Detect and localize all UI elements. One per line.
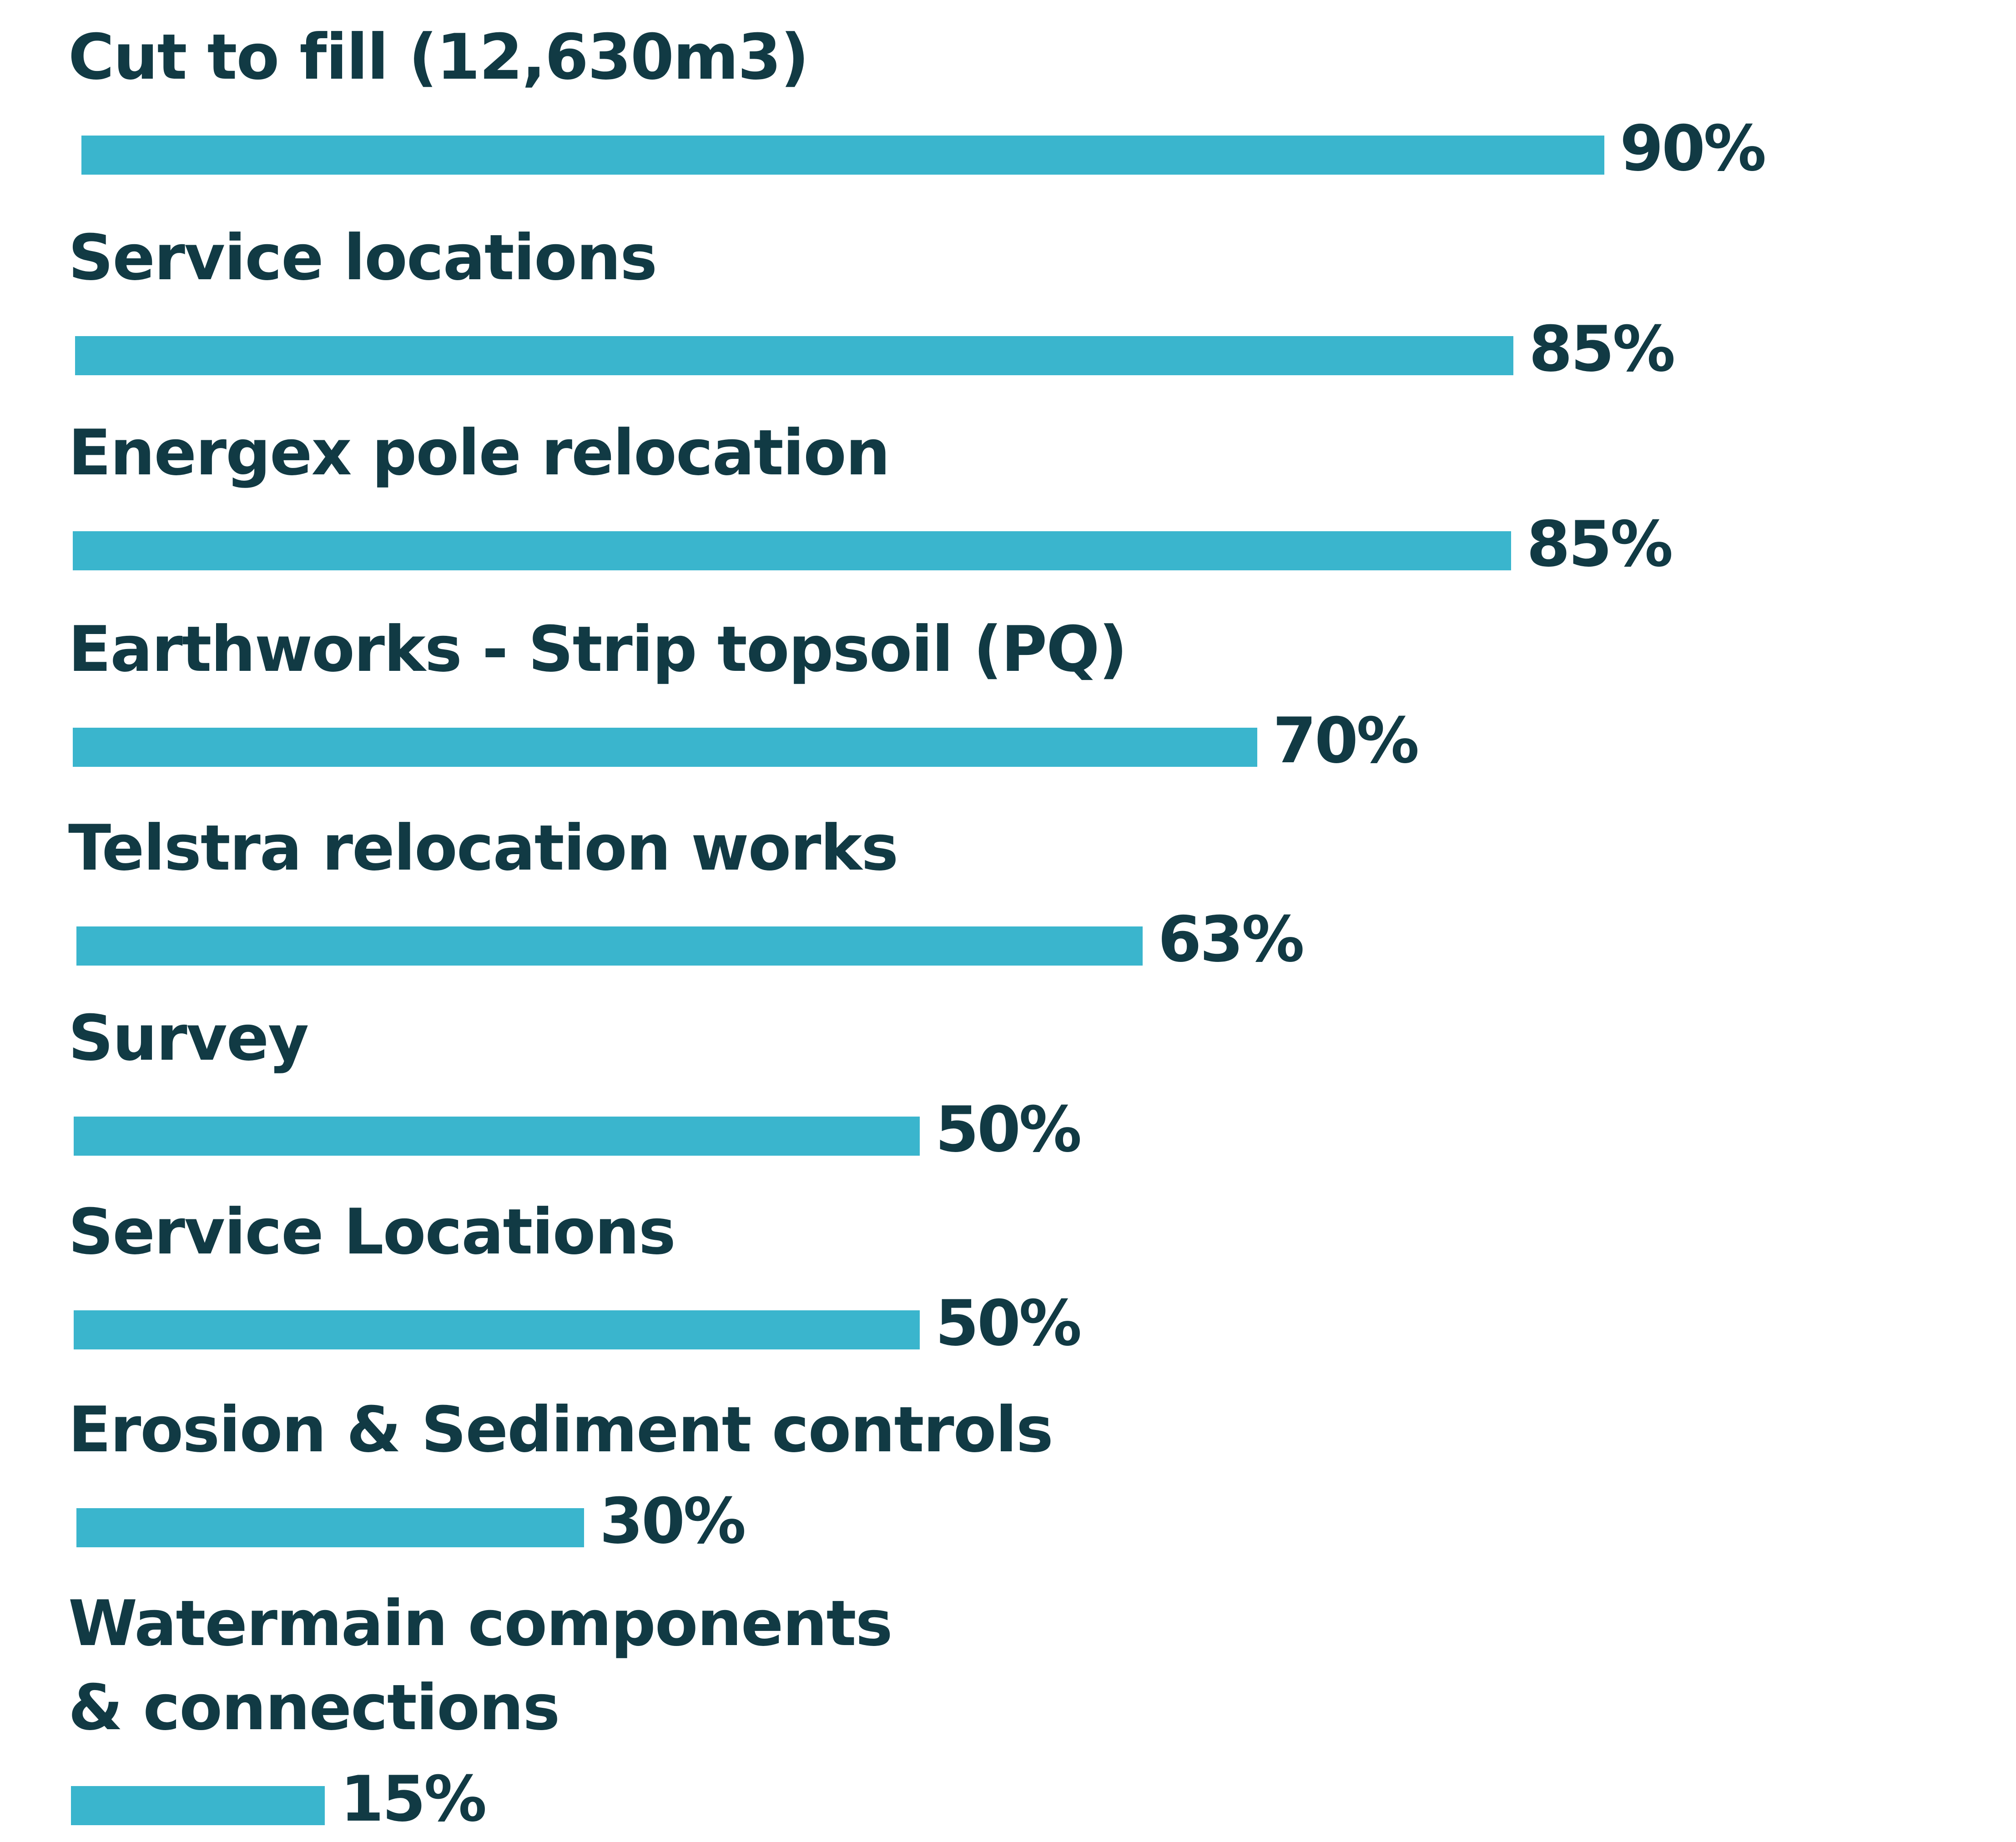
category-label: Telstra relocation works xyxy=(68,811,898,885)
value-label: 85% xyxy=(1527,508,1673,581)
value-label: 30% xyxy=(600,1485,746,1558)
category-label: Service locations xyxy=(68,221,657,294)
bar xyxy=(76,926,1143,966)
value-label: 85% xyxy=(1529,312,1675,386)
bar xyxy=(73,531,1511,570)
value-label: 70% xyxy=(1273,704,1419,777)
bar xyxy=(71,1786,325,1825)
bar xyxy=(75,336,1513,375)
category-label: Service Locations xyxy=(68,1195,676,1268)
bar xyxy=(74,1310,920,1349)
category-label: Erosion & Sediment controls xyxy=(68,1393,1053,1466)
bar xyxy=(76,1508,584,1547)
value-label: 63% xyxy=(1158,903,1305,976)
category-label: Energex pole relocation xyxy=(68,416,890,489)
bar xyxy=(74,1117,920,1156)
bar xyxy=(73,728,1257,767)
category-label: Earthworks - Strip topsoil (PQ) xyxy=(68,613,1128,686)
value-label: 15% xyxy=(340,1762,487,1836)
category-label: Survey xyxy=(68,1002,309,1075)
bar xyxy=(81,136,1604,175)
category-label: Watermain components & connections xyxy=(68,1587,893,1744)
value-label: 50% xyxy=(935,1093,1082,1166)
value-label: 50% xyxy=(935,1287,1082,1360)
value-label: 90% xyxy=(1620,112,1766,185)
category-label: Cut to fill (12,630m3) xyxy=(68,20,809,94)
